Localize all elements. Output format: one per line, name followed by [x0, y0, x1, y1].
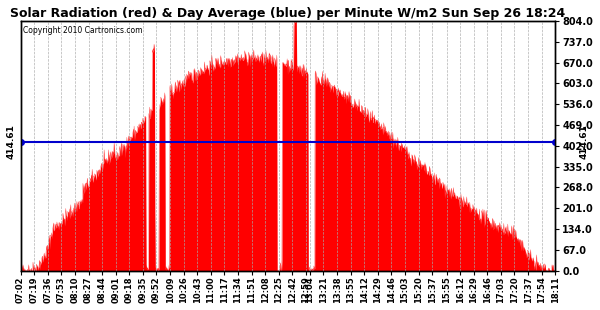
Text: 414.61: 414.61 [6, 125, 15, 159]
Text: 414.61: 414.61 [579, 125, 588, 159]
Title: Solar Radiation (red) & Day Average (blue) per Minute W/m2 Sun Sep 26 18:24: Solar Radiation (red) & Day Average (blu… [10, 7, 566, 20]
Text: Copyright 2010 Cartronics.com: Copyright 2010 Cartronics.com [23, 26, 143, 35]
